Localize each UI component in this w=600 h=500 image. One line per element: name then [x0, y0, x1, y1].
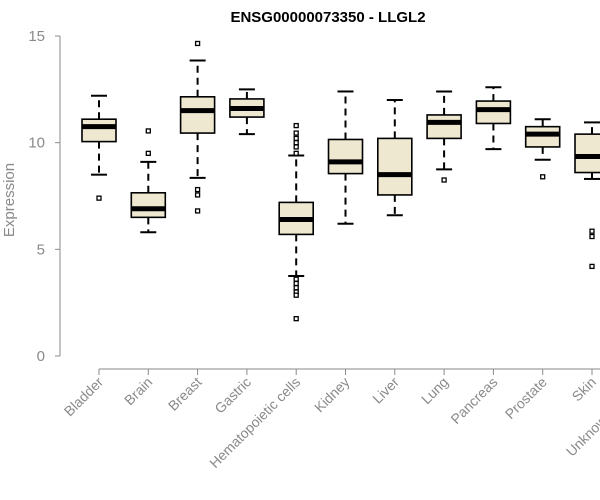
- outlier-point: [293, 316, 299, 322]
- outlier-point: [589, 233, 595, 240]
- box-group: [426, 90, 462, 183]
- outlier-point: [293, 285, 299, 291]
- box-iqr: [81, 118, 117, 143]
- outlier-point: [194, 186, 201, 193]
- outlier-point: [293, 150, 299, 156]
- box-iqr: [376, 137, 413, 196]
- outlier-point: [293, 135, 299, 142]
- outlier-point: [145, 150, 151, 156]
- boxes-layer: [81, 40, 600, 322]
- x-tick-label: Skin: [569, 374, 600, 405]
- outlier-point: [293, 130, 299, 136]
- box-iqr: [475, 100, 512, 125]
- x-tick-label: Brain: [121, 374, 155, 408]
- outlier-point: [441, 177, 447, 183]
- x-tick-label: Liver: [369, 374, 402, 407]
- box-group: [376, 99, 413, 217]
- box-group: [574, 121, 600, 270]
- chart-title: ENSG00000073350 - LLGL2: [230, 9, 425, 26]
- x-tick-label: Bladder: [61, 374, 107, 420]
- x-tick-label: Hematopoietic cells: [206, 374, 303, 471]
- outlier-point: [293, 292, 299, 298]
- box-iqr: [179, 96, 216, 134]
- box-group: [524, 118, 561, 180]
- outlier-point: [293, 144, 299, 150]
- box-iqr: [426, 114, 462, 140]
- x-tick-label: Lung: [418, 374, 451, 407]
- x-tick-label: Prostate: [502, 374, 550, 422]
- outlier-point: [145, 128, 151, 134]
- outlier-point: [589, 263, 595, 270]
- y-tick-label: 5: [37, 241, 45, 258]
- outlier-point: [194, 40, 201, 47]
- y-tick-label: 0: [37, 348, 45, 365]
- outlier-point: [540, 174, 546, 180]
- y-axis: 0 5 10 15: [28, 28, 61, 365]
- box-group: [229, 88, 265, 136]
- x-tick-label: Pancreas: [447, 374, 500, 427]
- box-iqr: [524, 125, 561, 148]
- outlier-point: [96, 195, 102, 201]
- box-group: [278, 122, 315, 322]
- outlier-point: [589, 228, 595, 234]
- box-group: [130, 128, 167, 234]
- outlier-point: [293, 122, 299, 129]
- outlier-point: [293, 276, 299, 282]
- box-group: [327, 90, 364, 225]
- box-group: [179, 40, 216, 214]
- outlier-point: [194, 208, 201, 214]
- box-iqr: [327, 138, 364, 175]
- outlier-point: [194, 192, 201, 198]
- outlier-point: [293, 280, 299, 287]
- y-tick-label: 10: [28, 135, 45, 152]
- box-iqr: [574, 133, 600, 174]
- y-axis-label: Expression: [1, 163, 18, 237]
- box-group: [475, 86, 512, 151]
- x-tick-label: Gastric: [211, 374, 254, 417]
- box-iqr: [130, 192, 167, 219]
- x-tick-label: Breast: [165, 374, 205, 414]
- outlier-point: [293, 140, 299, 146]
- box-group: [81, 94, 117, 201]
- x-tick-label: Kidney: [311, 374, 353, 416]
- y-tick-label: 15: [28, 28, 45, 45]
